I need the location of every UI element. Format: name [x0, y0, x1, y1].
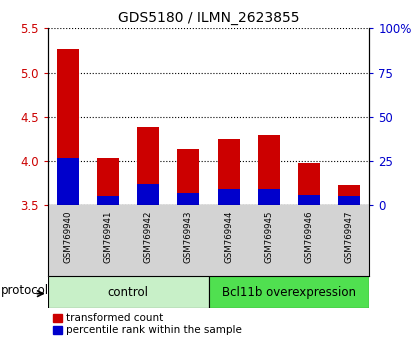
Text: GSM769947: GSM769947 [345, 211, 354, 263]
Text: GSM769942: GSM769942 [144, 211, 153, 263]
Bar [137, 184, 159, 205]
Bar [298, 195, 320, 205]
Text: GSM769941: GSM769941 [103, 211, 112, 263]
Text: GSM769943: GSM769943 [184, 211, 193, 263]
Bar [57, 49, 79, 205]
Bar [97, 196, 119, 205]
Bar [48, 276, 209, 308]
Text: control: control [107, 286, 149, 298]
Bar [137, 127, 159, 205]
Bar [57, 158, 79, 205]
Text: Bcl11b overexpression: Bcl11b overexpression [222, 286, 356, 298]
Legend: transformed count, percentile rank within the sample: transformed count, percentile rank withi… [53, 313, 242, 335]
Text: GSM769940: GSM769940 [63, 211, 72, 263]
Bar [338, 196, 360, 205]
Bar [338, 185, 360, 205]
Bar [217, 139, 240, 205]
Text: GSM769946: GSM769946 [305, 211, 314, 263]
Text: GSM769945: GSM769945 [264, 211, 273, 263]
Text: GSM769944: GSM769944 [224, 211, 233, 263]
Bar [177, 193, 200, 205]
Bar [217, 189, 240, 205]
Bar [97, 158, 119, 205]
Bar [177, 149, 200, 205]
Text: protocol: protocol [1, 284, 49, 297]
Bar [258, 135, 280, 205]
Bar [298, 163, 320, 205]
Title: GDS5180 / ILMN_2623855: GDS5180 / ILMN_2623855 [118, 11, 299, 24]
Bar [209, 276, 369, 308]
Bar [258, 189, 280, 205]
